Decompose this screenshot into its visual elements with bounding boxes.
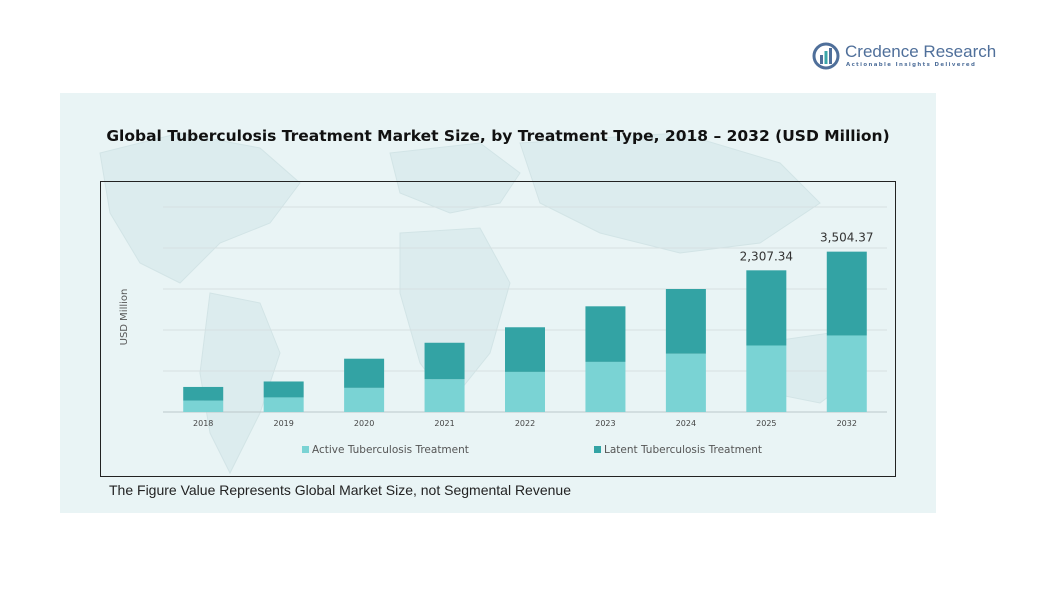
- x-tick-label: 2020: [354, 419, 374, 428]
- x-tick-label: 2021: [434, 419, 454, 428]
- bar-latent-2020: [344, 358, 385, 388]
- bar-latent-2019: [263, 381, 304, 398]
- bar-active-2032: [826, 335, 867, 412]
- bar-latent-2021: [424, 342, 465, 380]
- x-tick-label: 2022: [515, 419, 535, 428]
- footnote: The Figure Value Represents Global Marke…: [109, 482, 571, 498]
- bar-latent-2023: [585, 306, 626, 362]
- data-labels: 2,307.34 3,504.37: [740, 231, 874, 264]
- bar-latent-2024: [665, 289, 706, 354]
- bar-active-2022: [505, 371, 545, 412]
- data-label-2032: 3,504.37: [820, 231, 873, 245]
- x-tick-label: 2023: [595, 419, 615, 428]
- bar-active-2018: [183, 400, 224, 412]
- brand-logo: Credence Research Actionable Insights De…: [812, 40, 1002, 74]
- x-axis-ticks: 2018 2019 2020 2021 2022 2023 2024 2025 2032: [193, 419, 857, 428]
- bar-latent-2032: [826, 251, 867, 336]
- bar-latent-2022: [505, 327, 545, 372]
- bars: [183, 251, 867, 412]
- data-label-2025: 2,307.34: [740, 249, 793, 263]
- y-axis-label: USD Million: [119, 289, 130, 346]
- logo-mark-icon: [812, 42, 840, 70]
- x-tick-label: 2024: [676, 419, 696, 428]
- legend-label-latent: Latent Tuberculosis Treatment: [604, 444, 762, 456]
- chart-title: Global Tuberculosis Treatment Market Siz…: [106, 127, 890, 145]
- bar-active-2021: [424, 379, 465, 412]
- bar-active-2020: [344, 387, 385, 412]
- legend-label-active: Active Tuberculosis Treatment: [312, 444, 469, 456]
- bar-active-2023: [585, 361, 626, 412]
- bar-active-2019: [263, 397, 304, 412]
- bar-latent-2018: [183, 386, 224, 401]
- x-tick-label: 2018: [193, 419, 213, 428]
- legend: Active Tuberculosis Treatment Latent Tub…: [302, 444, 762, 456]
- bar-latent-2025: [746, 270, 787, 346]
- brand-name: Credence Research: [845, 42, 997, 61]
- x-tick-label: 2025: [756, 419, 776, 428]
- chart-frame: 2,307.34 3,504.37 2018 2019 2020 2021 2022 202…: [100, 181, 896, 477]
- x-tick-label: 2019: [273, 419, 293, 428]
- x-tick-label: 2032: [837, 419, 857, 428]
- bar-active-2024: [665, 353, 706, 412]
- brand-tagline: Actionable Insights Delivered: [846, 62, 977, 68]
- chart-plot: 2,307.34 3,504.37 2018 2019 2020 2021 2022 202…: [119, 206, 887, 456]
- legend-swatch-active: [302, 446, 309, 453]
- chart-panel: Global Tuberculosis Treatment Market Siz…: [60, 93, 936, 513]
- legend-swatch-latent: [594, 446, 601, 453]
- bar-active-2025: [746, 345, 787, 412]
